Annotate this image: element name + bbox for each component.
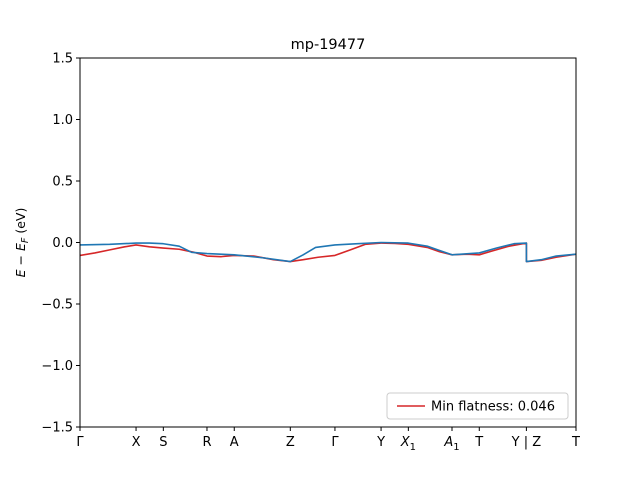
x-tick-label: Y | Z [511,435,542,450]
y-tick-label: −1.0 [41,359,73,374]
x-tick-label: T [571,435,580,450]
x-tick-label-main: T [571,435,580,450]
y-label-unit: (eV) [13,208,28,238]
x-tick-label-main: A [443,435,453,450]
x-tick-label-main: A [230,435,239,450]
x-tick-label-main: X [132,435,141,450]
x-tick-label: A1 [443,435,459,453]
x-tick-label-main: S [159,435,167,450]
x-tick-label-main: T [474,435,483,450]
plot-area: 1.51.00.50.0−0.5−1.0−1.5Γ X S R A Z Γ Y X1 A1 T Y |… [13,52,580,454]
x-tick-label-main: Γ [76,435,84,450]
x-tick-label: A [230,435,239,450]
x-tick-label: R [202,435,211,450]
y-tick-label: 1.5 [52,52,73,67]
legend-label: Min flatness: 0.046 [431,400,555,415]
x-tick-label-sub: 1 [410,442,416,453]
chart-title: mp-19477 [291,37,366,53]
x-tick-label: Γ [331,435,339,450]
x-tick-label: Z [286,435,295,450]
x-tick-label-main: R [202,435,211,450]
y-label-e2: E [13,243,28,251]
x-tick-label: X [132,435,141,450]
y-label-e: E [13,269,28,277]
x-tick-label: S [159,435,167,450]
x-tick-label: Y [376,435,385,450]
y-tick-label: 1.0 [52,113,73,128]
y-tick-label: 0.5 [52,175,73,190]
x-tick-label-sub: 1 [453,442,459,453]
series-line-1 [80,242,576,263]
y-tick-label: 0.0 [52,236,73,251]
x-tick-label: T [474,435,483,450]
y-tick-label: −0.5 [41,298,73,313]
legend-box [386,392,569,420]
y-label-minus: − [13,251,28,269]
x-tick-label-main: Y | Z [511,435,542,450]
series-line-2 [80,241,576,263]
y-axis-label: E − EF (eV) [13,208,31,278]
x-tick-label: Γ [76,435,84,450]
x-tick-label-main: Y [376,435,385,450]
y-label-sub: F [20,237,31,243]
y-tick-label: −1.5 [41,421,73,436]
x-tick-label: X1 [400,435,416,453]
x-tick-label-main: Γ [331,435,339,450]
x-tick-label-main: Z [286,435,295,450]
x-tick-label-main: X [400,435,411,450]
